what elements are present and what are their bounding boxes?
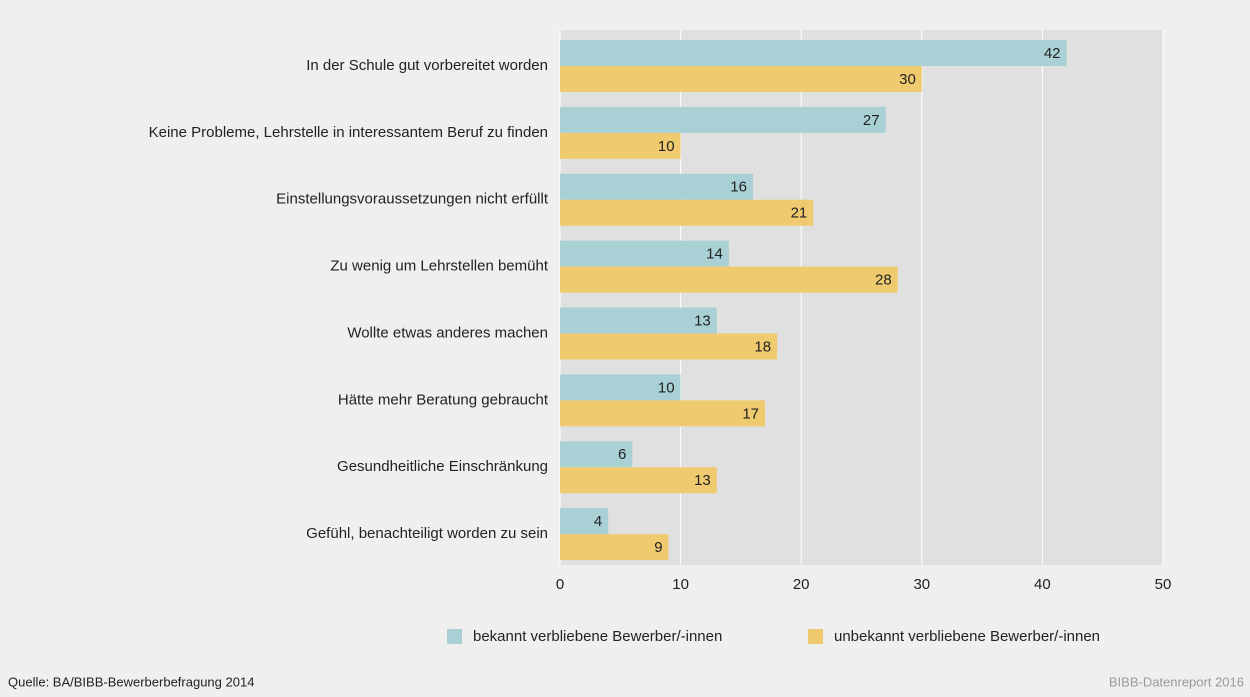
value-label: 18 [754,338,771,355]
x-tick-label: 0 [556,576,564,593]
bar [560,266,898,293]
bar [560,66,922,92]
y-tick-label: Hätte mehr Beratung gebraucht [338,391,549,408]
value-label: 10 [658,138,675,155]
value-label: 16 [730,179,747,196]
bar [560,467,717,494]
bar [560,441,633,468]
y-tick-label: Einstellungsvoraussetzungen nicht erfüll… [276,191,549,208]
bar [560,400,766,427]
y-tick-label: Gefühl, benachteiligt worden zu sein [306,525,548,542]
bar [560,534,669,561]
bar [560,173,753,200]
value-label: 42 [1044,45,1061,62]
x-tick-label: 20 [793,576,810,593]
credit: BIBB-Datenreport 2016 [1109,674,1244,689]
value-label: 6 [618,446,626,463]
value-label: 14 [706,246,723,263]
bar [560,307,717,334]
value-label: 13 [694,472,711,489]
bar [560,333,778,360]
bar [560,132,681,159]
value-label: 4 [594,513,602,530]
bar [560,40,1067,66]
bar [560,374,681,401]
legend-swatch [808,629,823,644]
value-label: 27 [863,112,880,129]
legend-label: bekannt verbliebene Bewerber/-innen [473,628,722,645]
value-label: 10 [658,379,675,396]
legend-label: unbekannt verbliebene Bewerber/-innen [834,628,1100,645]
y-tick-label: Gesundheitliche Einschränkung [337,458,548,475]
value-label: 30 [899,71,916,88]
x-tick-label: 50 [1155,576,1172,593]
y-tick-label: Wollte etwas anderes machen [347,324,548,341]
value-label: 17 [742,405,759,422]
value-label: 9 [654,539,662,556]
source: Quelle: BA/BIBB-Bewerberbefragung 2014 [8,674,254,689]
x-tick-label: 30 [913,576,930,593]
bar [560,199,814,226]
x-tick-label: 40 [1034,576,1051,593]
value-label: 21 [791,205,808,222]
value-label: 13 [694,312,711,329]
value-label: 28 [875,272,892,289]
x-tick-label: 10 [672,576,689,593]
legend-swatch [447,629,462,644]
y-tick-label: Zu wenig um Lehrstellen bemüht [330,258,548,275]
y-tick-label: In der Schule gut vorbereitet worden [306,57,548,74]
bar [560,240,729,267]
bar [560,106,886,133]
bar [560,508,609,535]
y-tick-label: Keine Probleme, Lehrstelle in interessan… [149,124,548,141]
